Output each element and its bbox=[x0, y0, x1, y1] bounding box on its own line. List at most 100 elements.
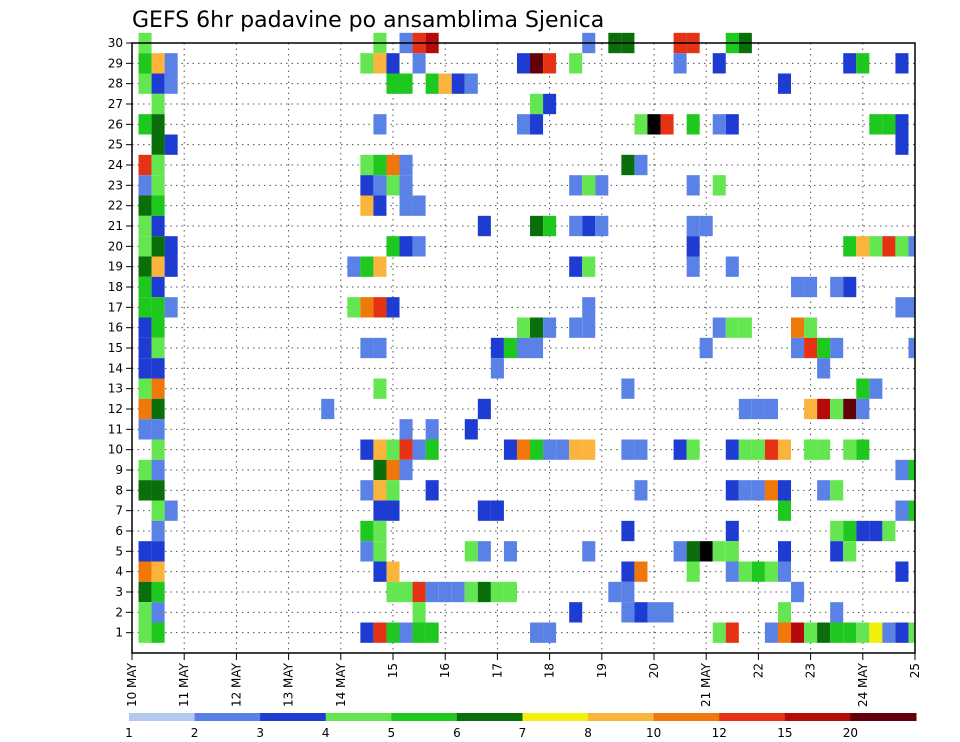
precip-cell bbox=[138, 317, 152, 338]
x-tick-label: 18 bbox=[543, 663, 557, 678]
precip-cell bbox=[386, 622, 400, 643]
precip-cell bbox=[412, 622, 426, 643]
precip-cell bbox=[725, 541, 739, 562]
precip-cell bbox=[373, 114, 387, 135]
precip-cell bbox=[412, 236, 426, 257]
precip-cell bbox=[569, 317, 583, 338]
precip-cell bbox=[895, 459, 909, 481]
x-tick-label: 24 MAY bbox=[856, 662, 870, 707]
precip-cell bbox=[373, 195, 387, 216]
precip-cell bbox=[477, 215, 491, 237]
precip-cell bbox=[582, 175, 596, 196]
precip-cell bbox=[777, 73, 792, 94]
precip-cell bbox=[373, 297, 387, 318]
precip-cell bbox=[151, 378, 165, 399]
precip-cell bbox=[686, 175, 700, 196]
precip-cell bbox=[777, 439, 792, 460]
precip-cell bbox=[386, 175, 400, 196]
precip-cell bbox=[360, 297, 374, 318]
precip-cell bbox=[151, 154, 165, 176]
precip-cell bbox=[477, 541, 491, 562]
precip-cell bbox=[151, 134, 165, 155]
legend-swatch bbox=[129, 713, 196, 721]
precip-cell bbox=[464, 581, 478, 603]
precip-cell bbox=[791, 581, 805, 603]
precip-cell bbox=[856, 520, 870, 542]
precip-cell bbox=[360, 256, 374, 277]
precip-cell bbox=[895, 297, 909, 318]
precip-cell bbox=[151, 93, 165, 115]
precip-cell bbox=[347, 297, 361, 318]
precip-cell bbox=[138, 561, 152, 582]
precip-cell bbox=[843, 53, 857, 74]
legend-label: 3 bbox=[256, 726, 264, 740]
precip-cell bbox=[138, 256, 152, 277]
precip-cell bbox=[360, 439, 374, 460]
precip-cell bbox=[569, 215, 583, 237]
precip-cell bbox=[686, 114, 700, 135]
precip-cell bbox=[399, 581, 413, 603]
precip-cell bbox=[138, 297, 152, 318]
precip-cell bbox=[830, 398, 844, 420]
x-tick-label: 15 bbox=[386, 663, 400, 678]
precip-cell bbox=[712, 622, 726, 643]
precip-cell bbox=[869, 520, 883, 542]
legend-label: 2 bbox=[191, 726, 199, 740]
precip-cell bbox=[817, 398, 831, 420]
precip-cell bbox=[373, 500, 387, 521]
precip-cell bbox=[373, 520, 387, 542]
x-tick-label: 14 MAY bbox=[334, 662, 348, 707]
precip-cell bbox=[895, 236, 909, 257]
precip-cell bbox=[686, 541, 700, 562]
precip-cell bbox=[399, 154, 413, 176]
precip-cell bbox=[151, 398, 165, 420]
precip-cell bbox=[360, 520, 374, 542]
y-tick-label: 17 bbox=[108, 300, 123, 314]
precip-cell bbox=[477, 500, 491, 521]
legend-label: 10 bbox=[646, 726, 661, 740]
y-tick-label: 25 bbox=[108, 138, 123, 152]
precip-cell bbox=[516, 337, 531, 359]
precip-cell bbox=[138, 378, 152, 399]
precip-cell bbox=[490, 500, 504, 521]
precip-cell bbox=[830, 337, 844, 359]
precip-cell bbox=[451, 73, 465, 94]
precip-cell bbox=[725, 520, 739, 542]
legend-swatch bbox=[719, 713, 786, 721]
precip-cell bbox=[138, 581, 152, 603]
legend-swatch bbox=[456, 713, 523, 721]
precip-cell bbox=[360, 195, 374, 216]
legend-label: 15 bbox=[777, 726, 792, 740]
precip-cell bbox=[503, 581, 517, 603]
precip-cell bbox=[530, 114, 544, 135]
y-tick-label: 16 bbox=[108, 321, 123, 335]
precip-cell bbox=[621, 378, 635, 399]
precip-cell bbox=[360, 175, 374, 196]
precip-cell bbox=[712, 114, 726, 135]
precip-cell bbox=[151, 236, 165, 257]
precip-cell bbox=[151, 256, 165, 277]
precip-cell bbox=[582, 317, 596, 338]
precip-cell bbox=[856, 53, 870, 74]
y-tick-label: 26 bbox=[108, 117, 123, 131]
precip-cell bbox=[138, 337, 152, 359]
precip-cell bbox=[164, 53, 178, 74]
y-tick-label: 9 bbox=[115, 463, 123, 477]
y-tick-label: 18 bbox=[108, 280, 123, 294]
precip-cell bbox=[830, 276, 844, 298]
precip-cell bbox=[151, 439, 165, 460]
precip-cell bbox=[425, 480, 439, 501]
precip-cell bbox=[151, 459, 165, 481]
legend-label: 4 bbox=[322, 726, 330, 740]
precip-cell bbox=[151, 622, 165, 643]
precip-cell bbox=[543, 622, 557, 643]
precip-cell bbox=[151, 215, 165, 237]
precip-cell bbox=[908, 622, 915, 643]
precip-cell bbox=[373, 53, 387, 74]
precip-cell bbox=[869, 114, 883, 135]
y-tick-label: 14 bbox=[108, 361, 123, 375]
precip-cell bbox=[895, 53, 909, 74]
precip-cell bbox=[791, 622, 805, 643]
heatmap-cells bbox=[138, 32, 915, 643]
